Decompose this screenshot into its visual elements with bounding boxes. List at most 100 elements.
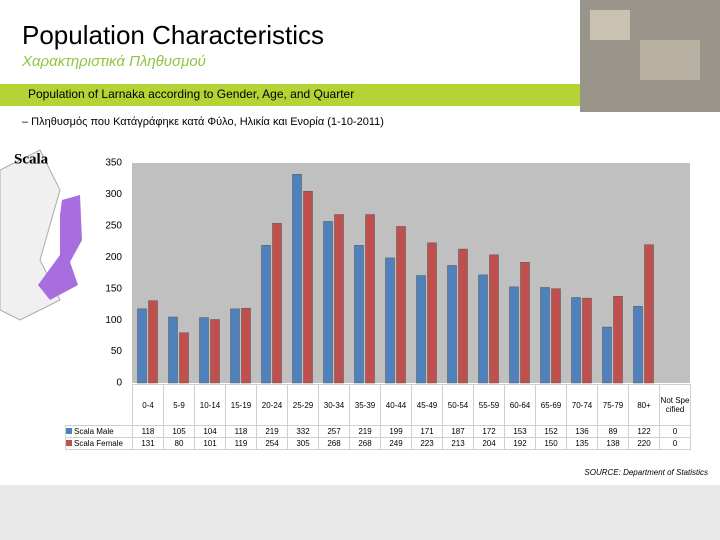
y-tick-label: 50: [111, 346, 123, 357]
bar: [365, 214, 375, 384]
y-tick-label: 0: [116, 378, 122, 389]
data-cell: 268: [349, 437, 381, 450]
y-tick-label: 300: [105, 189, 122, 200]
legend-swatch: [66, 428, 72, 434]
bar: [416, 275, 426, 384]
bar: [334, 214, 344, 384]
data-cell: 257: [318, 425, 350, 438]
subtitle: Χαρακτηριστικά Πληθυσμού: [21, 53, 206, 70]
bar: [272, 223, 282, 384]
bar: [385, 257, 395, 384]
data-cell: 105: [163, 425, 195, 438]
bar: [458, 248, 468, 384]
bar: [509, 286, 519, 384]
data-cell: 219: [256, 425, 288, 438]
bar: [230, 308, 240, 384]
data-cell: 219: [349, 425, 381, 438]
data-cell: 199: [380, 425, 412, 438]
bar: [323, 221, 333, 384]
x-tick-label: 60-64: [504, 384, 536, 426]
bar: [303, 191, 313, 384]
data-cell: 0: [659, 425, 691, 438]
data-cell: 150: [535, 437, 567, 450]
bar: [602, 326, 612, 384]
photo-detail: [590, 10, 630, 40]
source: SOURCE: Department of Statistics: [584, 468, 708, 477]
data-cell: 332: [287, 425, 319, 438]
data-cell: 119: [225, 437, 257, 450]
data-cell: 152: [535, 425, 567, 438]
data-cell: 213: [442, 437, 474, 450]
bar: [478, 274, 488, 384]
bar: [613, 296, 623, 384]
data-cell: 118: [225, 425, 257, 438]
data-cell: 249: [380, 437, 412, 450]
x-tick-label: 25-29: [287, 384, 319, 426]
bar: [644, 244, 654, 384]
x-tick-label: 0-4: [132, 384, 164, 426]
data-cell: 135: [566, 437, 598, 450]
data-cell: 101: [194, 437, 226, 450]
table-header-row: 0-4 5-9 10-14 15-19 20-24 25-29 30-34 35-39 40-4…: [66, 384, 691, 426]
data-cell: 305: [287, 437, 319, 450]
banner-text: Population of Larnaka according to Gende…: [28, 87, 354, 101]
bar: [582, 297, 592, 384]
data-cell: 80: [163, 437, 195, 450]
map-region: [38, 195, 82, 300]
legend-swatch: [66, 440, 72, 446]
bar: [427, 242, 437, 384]
data-cell: 220: [628, 437, 660, 450]
x-tick-label: 55-59: [473, 384, 505, 426]
bar: [199, 317, 209, 384]
footer-band: [0, 485, 720, 540]
bar: [168, 316, 178, 384]
legend-entry: Scala Male: [65, 425, 133, 438]
data-cell: 254: [256, 437, 288, 450]
x-tick-label: 50-54: [442, 384, 474, 426]
data-cell: 204: [473, 437, 505, 450]
banner: [0, 84, 580, 106]
legend-label: Scala Male: [74, 427, 114, 436]
plot-area: [132, 163, 690, 383]
x-tick-label: 40-44: [380, 384, 412, 426]
bar: [292, 174, 302, 384]
table-corner: [66, 385, 133, 426]
x-tick-label: 75-79: [597, 384, 629, 426]
x-tick-label: 20-24: [256, 384, 288, 426]
data-cell: 153: [504, 425, 536, 438]
y-tick-label: 250: [105, 220, 122, 231]
data-cell: 131: [132, 437, 164, 450]
bar: [520, 262, 530, 384]
table-row: Scala Male 118 105 104 118 219 332 257 219 199 171…: [65, 425, 691, 438]
x-tick-label: 30-34: [318, 384, 350, 426]
bar: [489, 254, 499, 384]
x-tick-label: 80+: [628, 384, 660, 426]
data-cell: 171: [411, 425, 443, 438]
data-cell: 136: [566, 425, 598, 438]
subheading: – Πληθυσμός που Κατάγράφηκε κατά Φύλο, Η…: [22, 116, 384, 128]
y-tick-label: 100: [105, 315, 122, 326]
legend-label: Scala Female: [74, 439, 123, 448]
x-tick-label: 15-19: [225, 384, 257, 426]
bar: [447, 265, 457, 384]
x-tick-label: 35-39: [349, 384, 381, 426]
photo-detail: [640, 40, 700, 80]
legend-entry: Scala Female: [65, 437, 133, 450]
x-tick-label: 10-14: [194, 384, 226, 426]
bar: [261, 245, 271, 384]
data-cell: 223: [411, 437, 443, 450]
bar: [396, 226, 406, 384]
bar: [551, 288, 561, 384]
x-tick-label: 5-9: [163, 384, 195, 426]
bar: [179, 332, 189, 384]
data-cell: 122: [628, 425, 660, 438]
bar: [137, 308, 147, 384]
bar: [210, 319, 220, 384]
data-cell: 0: [659, 437, 691, 450]
y-tick-label: 150: [105, 283, 122, 294]
bar: [354, 245, 364, 384]
bar: [241, 307, 251, 384]
data-cell: 138: [597, 437, 629, 450]
data-cell: 172: [473, 425, 505, 438]
